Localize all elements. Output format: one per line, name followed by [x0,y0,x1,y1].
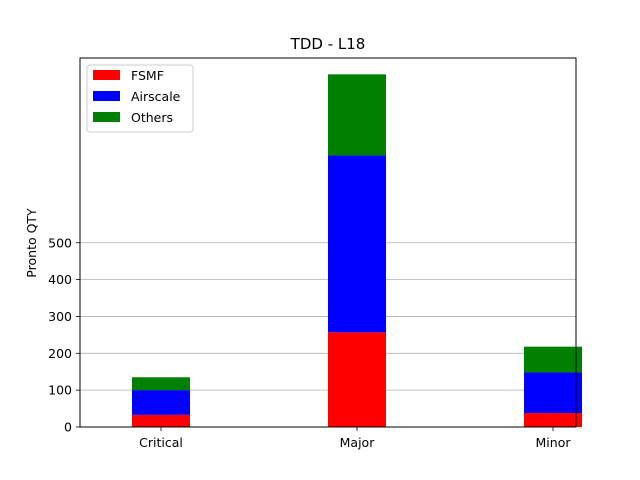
bar-airscale-critical [132,390,190,415]
bar-others-critical [132,377,190,391]
y-tick-label: 300 [48,309,72,324]
bar-airscale-minor [524,372,582,413]
x-tick-label: Major [340,435,376,450]
y-tick-label: 0 [64,420,72,435]
legend-swatch-others [93,112,120,122]
chart-title: TDD - L18 [290,35,366,53]
x-tick-label: Minor [536,435,572,450]
y-tick-label: 400 [48,272,72,287]
axis-ticks: 0 100 200 300 400 500 Critical Major Minor [48,235,571,450]
y-axis-label: Pronto QTY [24,208,39,278]
legend-label-airscale: Airscale [131,89,181,104]
bar-others-major [328,74,386,156]
bar-airscale-major [328,155,386,333]
bar-fsmf-major [328,332,386,427]
x-tick-label: Critical [139,435,183,450]
legend-swatch-airscale [93,91,120,101]
bars [132,74,582,427]
legend-label-others: Others [131,110,173,125]
legend-swatch-fsmf [93,70,120,80]
y-tick-label: 200 [48,346,72,361]
legend: FSMF Airscale Others [86,64,194,133]
y-tick-label: 500 [48,235,72,250]
bar-fsmf-critical [132,414,190,427]
bar-others-minor [524,346,582,373]
bar-fsmf-minor [524,412,582,427]
y-tick-label: 100 [48,383,72,398]
legend-label-fsmf: FSMF [131,68,164,83]
